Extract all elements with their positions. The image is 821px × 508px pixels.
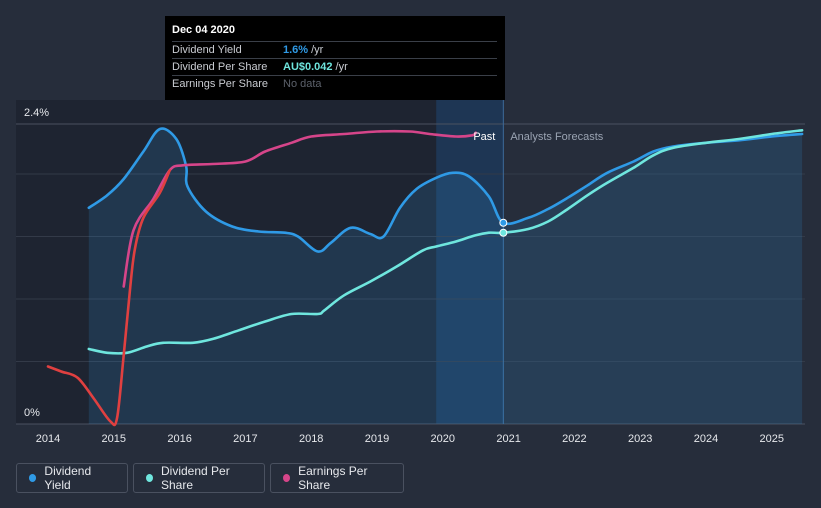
- x-tick-label: 2021: [496, 433, 520, 445]
- series-area-dividend-yield: [88, 128, 803, 424]
- current-highlight: [436, 100, 504, 424]
- x-tick-label: 2024: [694, 433, 718, 445]
- x-tick-label: 2014: [36, 433, 60, 445]
- series-line-dividend-yield: [87, 127, 804, 253]
- tooltip-value: AU$0.042: [283, 61, 333, 73]
- x-tick-label: 2022: [562, 433, 586, 445]
- legend-label: Dividend Yield: [44, 464, 92, 492]
- y-tick-label-bottom: 0%: [24, 407, 40, 419]
- x-tick-label: 2015: [102, 433, 126, 445]
- tooltip-unit: /yr: [335, 61, 348, 73]
- x-tick-label: 2018: [299, 433, 323, 445]
- tooltip-row-earnings-per-share: Earnings Per Share No data: [172, 75, 497, 92]
- x-tick-label: 2020: [431, 433, 455, 445]
- forecast-label: Analysts Forecasts: [510, 131, 603, 143]
- tooltip-label: Earnings Per Share: [172, 78, 268, 90]
- current-marker-1: [499, 228, 508, 237]
- tooltip-value: No data: [283, 78, 322, 90]
- tooltip-value: 1.6%: [283, 44, 309, 56]
- tooltip-unit: /yr: [311, 44, 324, 56]
- series-line-earnings-per-share-early: [46, 169, 171, 427]
- tooltip-row-dividend-yield: Dividend Yield 1.6% /yr: [172, 41, 497, 58]
- x-tick-label: 2023: [628, 433, 652, 445]
- legend-dot-icon: [146, 474, 153, 482]
- x-tick-label: 2025: [760, 433, 784, 445]
- legend-label: Dividend Per Share: [161, 464, 230, 492]
- legend-dot-icon: [283, 474, 291, 482]
- tooltip: Dec 04 2020 Dividend Yield 1.6% /yr Divi…: [165, 16, 505, 100]
- x-tick-label: 2016: [167, 433, 191, 445]
- tooltip-label: Dividend Yield: [172, 44, 242, 56]
- legend-label: Earnings Per Share: [298, 464, 368, 492]
- legend-earnings-per-share[interactable]: Earnings Per Share: [270, 463, 404, 493]
- past-shade: [16, 100, 437, 424]
- y-tick-label-top: 2.4%: [24, 107, 49, 119]
- tooltip-row-dividend-per-share: Dividend Per Share AU$0.042 /yr: [172, 58, 497, 75]
- legend-dot-icon: [29, 474, 37, 482]
- x-tick-label: 2019: [365, 433, 389, 445]
- tooltip-date: Dec 04 2020: [172, 24, 235, 36]
- current-marker-0: [499, 218, 508, 227]
- series-line-dividend-per-share: [87, 129, 804, 355]
- legend-dividend-per-share[interactable]: Dividend Per Share: [133, 463, 265, 493]
- legend-dividend-yield[interactable]: Dividend Yield: [16, 463, 128, 493]
- x-tick-label: 2017: [233, 433, 257, 445]
- past-label: Past: [473, 131, 495, 143]
- tooltip-label: Dividend Per Share: [172, 61, 268, 73]
- series-line-earnings-per-share: [122, 129, 477, 288]
